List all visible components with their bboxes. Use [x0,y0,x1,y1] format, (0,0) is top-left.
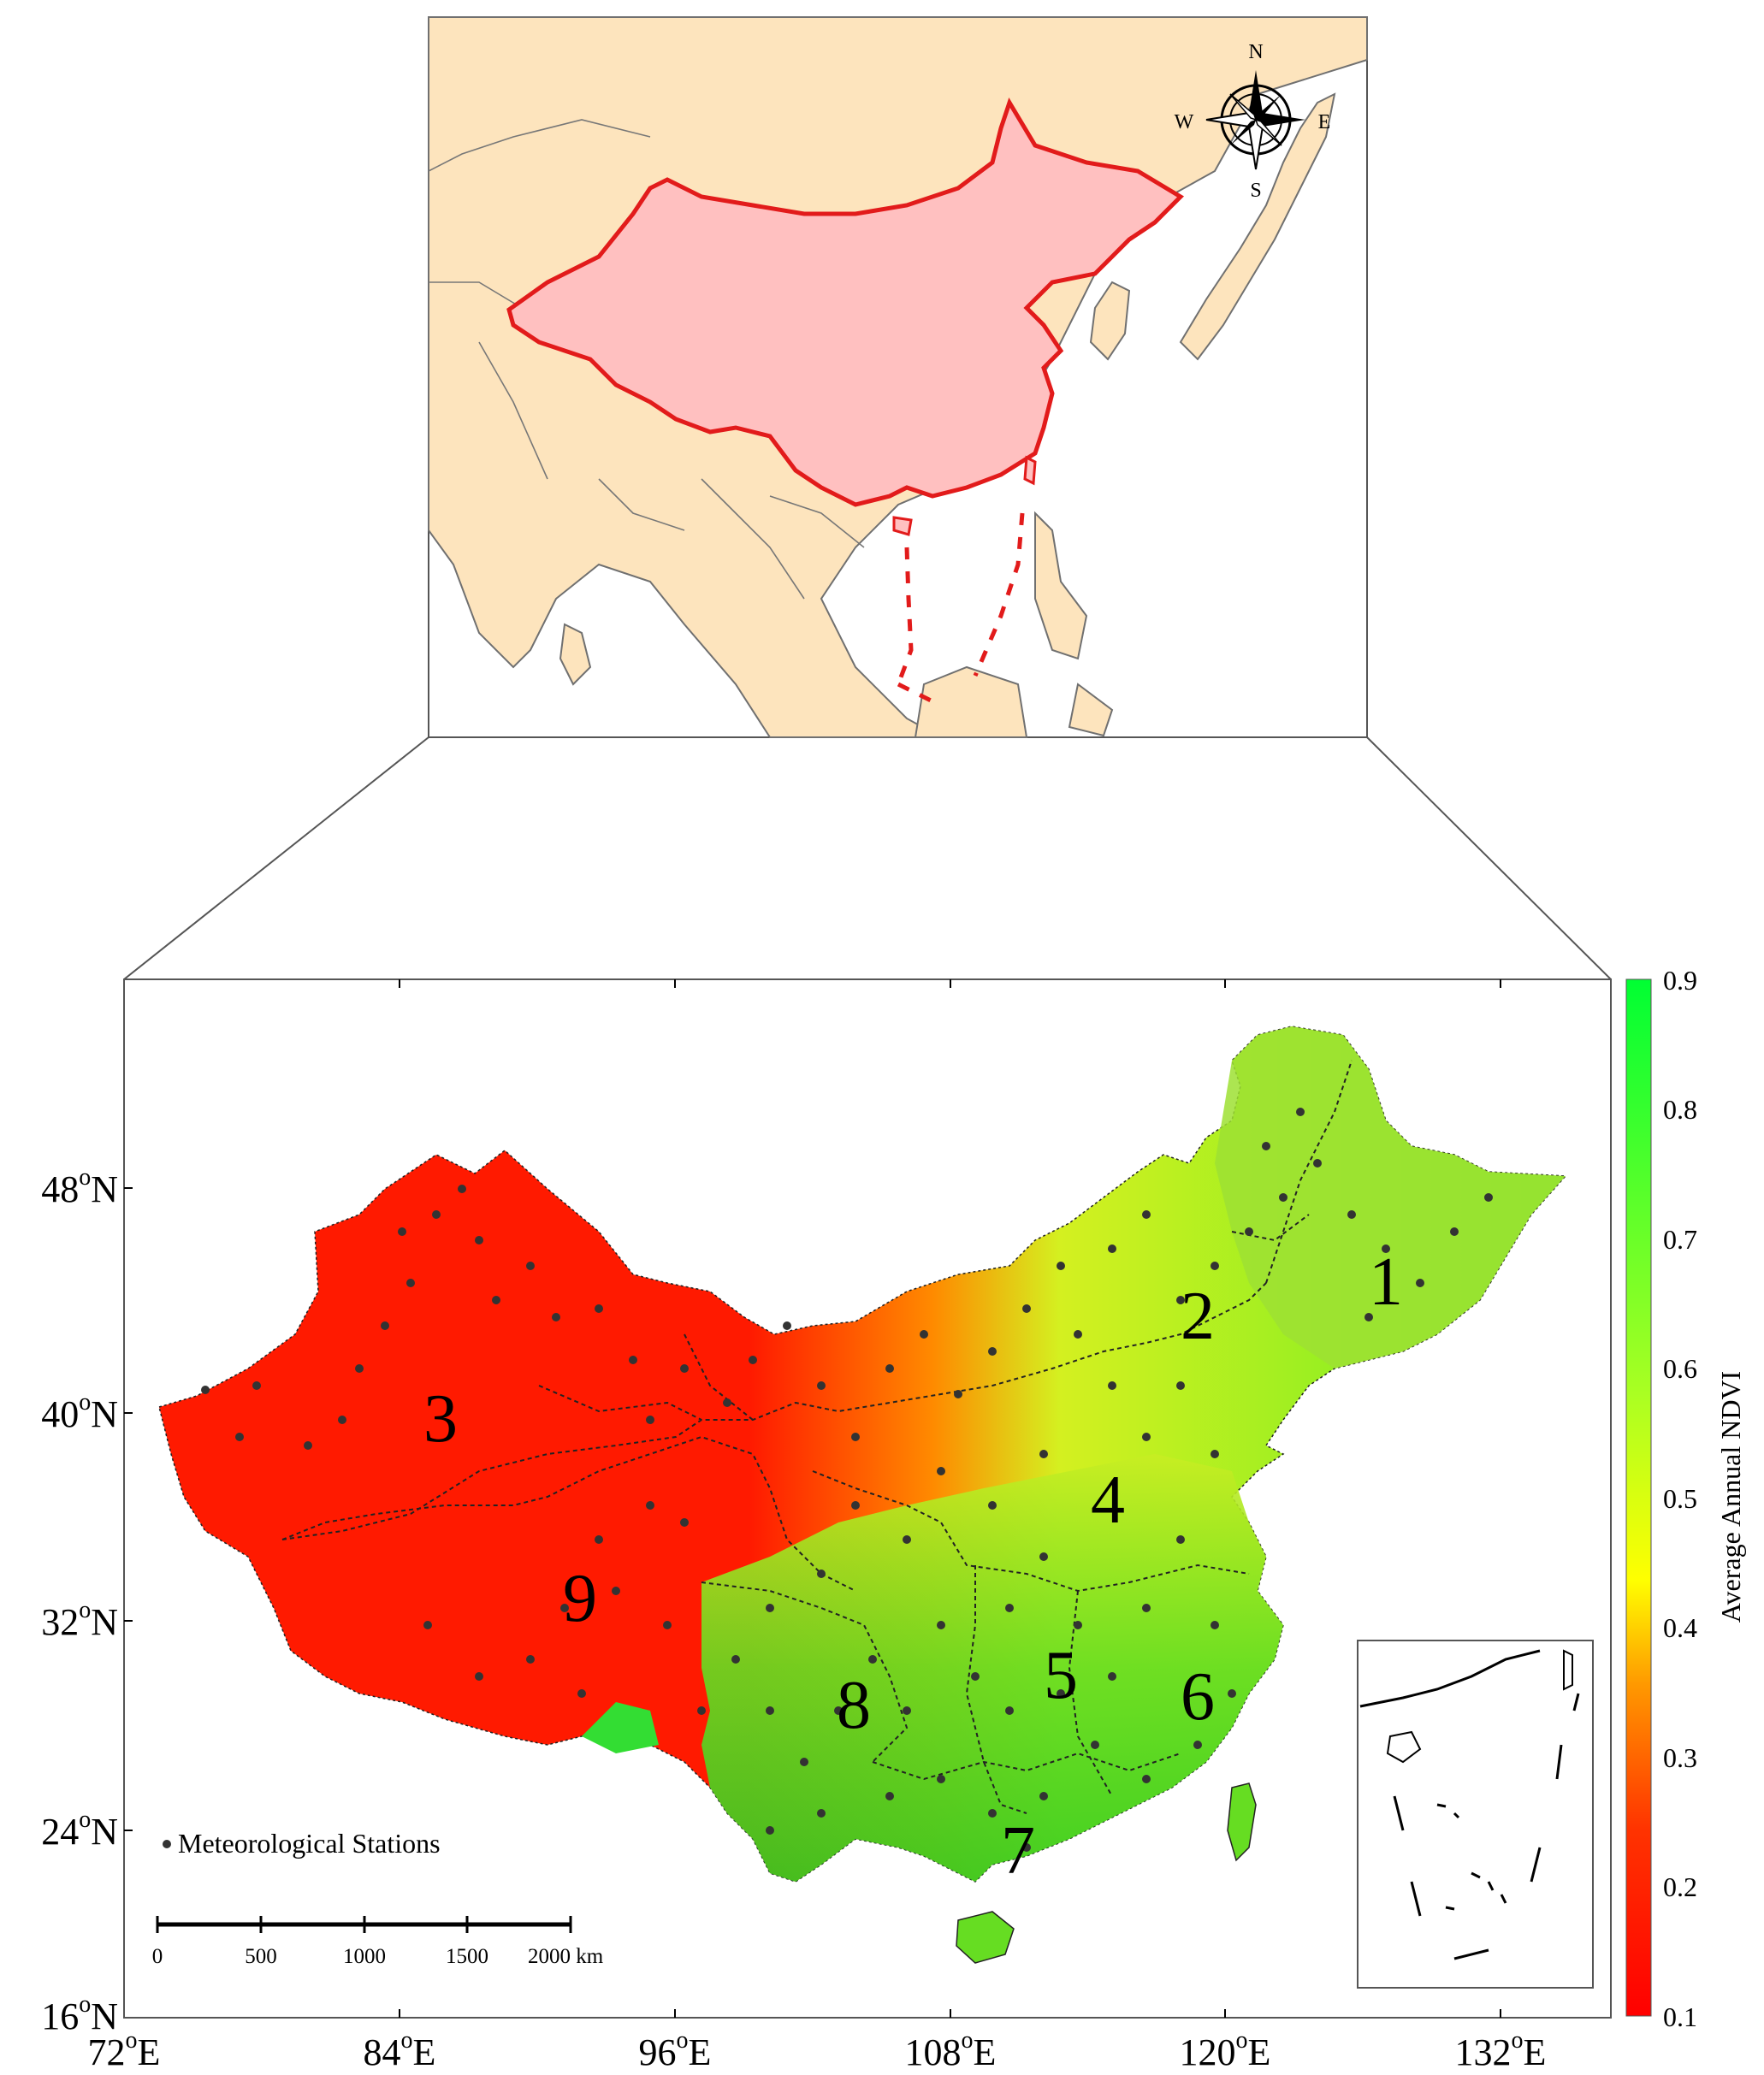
inset-map: N S E W [428,16,1368,738]
compass-n-label: N [1248,41,1263,63]
colorbar-tick-label: 0.3 [1663,1742,1697,1773]
region-label-3: 3 [423,1381,458,1457]
scale-bar: 0 500 1000 1500 2000 km [152,1916,604,1968]
inset-land-srilanka [559,623,592,686]
colorbar-tick-label: 0.8 [1663,1094,1697,1125]
x-tick-label: 108oE [905,2027,997,2073]
x-tick-label: 84oE [364,2027,436,2073]
region-label-8: 8 [837,1668,871,1743]
colorbar-gradient [1625,978,1652,2017]
meteorological-station-dots [201,1108,1493,1852]
scale-bar-label: 1000 [343,1945,386,1968]
inset-country-borders [428,119,865,600]
region-label-5: 5 [1044,1638,1078,1713]
scale-bar-label: 1500 [446,1945,488,1968]
region-label-2: 2 [1181,1279,1215,1354]
x-tick-label: 132oE [1455,2027,1547,2073]
inset-china-outline [506,98,1185,507]
y-tick-label: 16oN [41,1991,118,2037]
zoom-connector-left [123,736,429,980]
compass-w-label: W [1175,111,1194,133]
region-boundaries [281,1060,1353,1814]
inset-land-japan [1179,92,1336,361]
inset-taiwan [1023,455,1037,486]
x-tick-label: 72oE [88,2027,161,2073]
south-china-vegetation [701,1454,1283,1882]
taiwan-island [1227,1782,1257,1862]
south-china-sea-inset [1357,1640,1594,1989]
colorbar-tick-label: 0.6 [1663,1353,1697,1384]
scale-bar-label: 2000 km [528,1945,604,1968]
inset-hainan [892,516,913,536]
colorbar-title: Average Annual NDVI [1715,1371,1746,1623]
inset-nine-dash-line [896,512,1025,704]
x-tick-label: 96oE [639,2027,712,2073]
station-legend-label: Meteorological Stations [178,1828,441,1859]
compass-s-label: S [1250,180,1261,202]
region-label-7: 7 [1001,1813,1035,1889]
zoom-connector-right [1366,736,1612,980]
y-tick-label: 40oN [41,1389,118,1435]
y-tick-label: 24oN [41,1806,118,1853]
compass-e-label: E [1318,111,1331,133]
ndvi-colorbar: 0.9 0.8 0.7 0.6 0.5 0.4 0.3 0.2 0.1 Aver… [1625,965,1746,2032]
colorbar-tick-label: 0.1 [1663,2001,1697,2032]
scs-inset-taiwan [1563,1649,1573,1691]
colorbar-tick-label: 0.5 [1663,1483,1697,1514]
station-legend-icon [163,1840,171,1848]
axis-tick-marks [124,979,1501,2018]
x-tick-label: 120oE [1180,2027,1271,2073]
y-tick-label: 32oN [41,1597,118,1643]
colorbar-tick-label: 0.4 [1663,1612,1697,1643]
y-tick-label: 48oN [41,1164,118,1210]
hainan-island [956,1911,1015,1964]
scale-bar-label: 0 [152,1945,163,1968]
inset-land-korea [1089,281,1131,361]
scs-inset-frame [1357,1640,1594,1989]
tibet-boundary [281,1435,856,1592]
inset-land-philippines [1034,511,1114,737]
colorbar-tick-label: 0.2 [1663,1871,1697,1902]
scs-inset-islands [1436,1803,1507,1911]
compass-rose-icon [1205,70,1305,170]
main-map: 1 2 3 4 5 6 7 8 9 Meteorological Station… [41,978,1612,2073]
region-label-1: 1 [1369,1244,1403,1320]
scs-inset-dashes [1393,1693,1580,1960]
scs-inset-coastline [1359,1649,1541,1708]
tibet-southeast-forest [582,1702,659,1753]
scale-bar-label: 500 [245,1945,277,1968]
colorbar-tick-label: 0.7 [1663,1224,1697,1255]
region-label-4: 4 [1091,1463,1125,1538]
region-label-9: 9 [563,1561,597,1636]
inset-land-borneo [914,665,1028,738]
region-label-6: 6 [1181,1659,1215,1735]
scs-inset-hainan [1386,1730,1422,1764]
colorbar-tick-label: 0.9 [1663,965,1697,996]
